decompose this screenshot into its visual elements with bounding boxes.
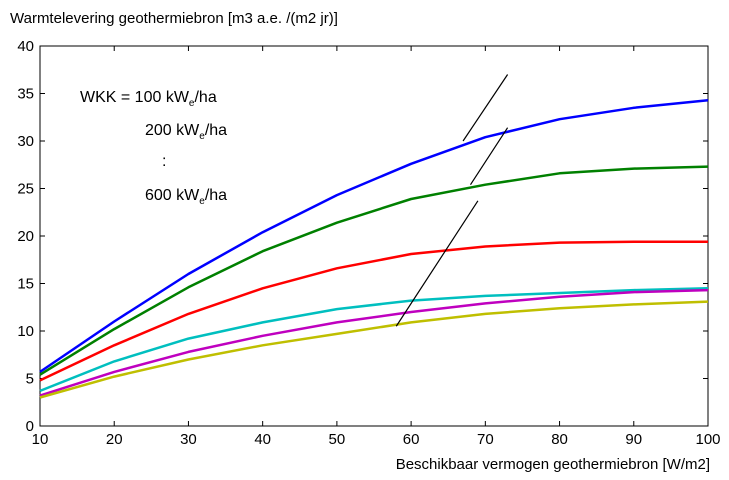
y-tick-label: 0 — [26, 418, 34, 435]
y-tick-label: 30 — [17, 133, 34, 150]
x-tick-label: 60 — [403, 431, 420, 448]
annotation-wkk-600: 600 kWe/ha — [145, 187, 227, 207]
x-tick-label: 10 — [32, 431, 49, 448]
annotation-pointer-1 — [462, 74, 509, 142]
y-tick-label: 15 — [17, 276, 34, 293]
x-tick-label: 40 — [254, 431, 271, 448]
x-tick-label: 80 — [551, 431, 568, 448]
annotation-pointers — [395, 74, 509, 327]
data-series-group — [39, 98, 709, 399]
y-tick-label: 20 — [17, 228, 34, 245]
series-line-6 — [39, 300, 709, 399]
x-tick-label: 90 — [625, 431, 642, 448]
y-tick-label: 35 — [17, 86, 34, 103]
y-tick-label: 40 — [17, 38, 34, 55]
series-line-2 — [39, 165, 709, 376]
series-line-1 — [39, 98, 709, 373]
annotation-pointer-3 — [395, 200, 479, 327]
series-line-5 — [39, 288, 709, 397]
annotation-pointer-2 — [469, 127, 509, 186]
y-axis-label: Warmtelevering geothermiebron [m3 a.e. /… — [10, 10, 338, 27]
x-tick-label: 70 — [477, 431, 494, 448]
series-line-3 — [39, 240, 708, 382]
x-tick-label: 100 — [695, 431, 720, 448]
annotation-wkk-100: WKK = 100 kWe/ha — [80, 89, 217, 109]
y-tick-label: 10 — [17, 323, 34, 340]
series-line-4 — [39, 287, 709, 393]
axis-ticks: 10 20 30 40 50 60 70 80 90 100 0 5 10 15 20 25 30 35 40 — [17, 38, 720, 448]
y-tick-label: 5 — [26, 371, 34, 388]
annotation-ellipsis: : — [162, 153, 166, 170]
x-tick-label: 20 — [106, 431, 123, 448]
annotation-group: WKK = 100 kWe/ha 200 kWe/ha : 600 kWe/ha — [80, 89, 227, 207]
y-tick-label: 25 — [17, 181, 34, 198]
x-axis-label: Beschikbaar vermogen geothermiebron [W/m… — [395, 456, 710, 473]
x-tick-label: 30 — [180, 431, 197, 448]
x-tick-label: 50 — [329, 431, 346, 448]
annotation-wkk-200: 200 kWe/ha — [145, 122, 227, 142]
